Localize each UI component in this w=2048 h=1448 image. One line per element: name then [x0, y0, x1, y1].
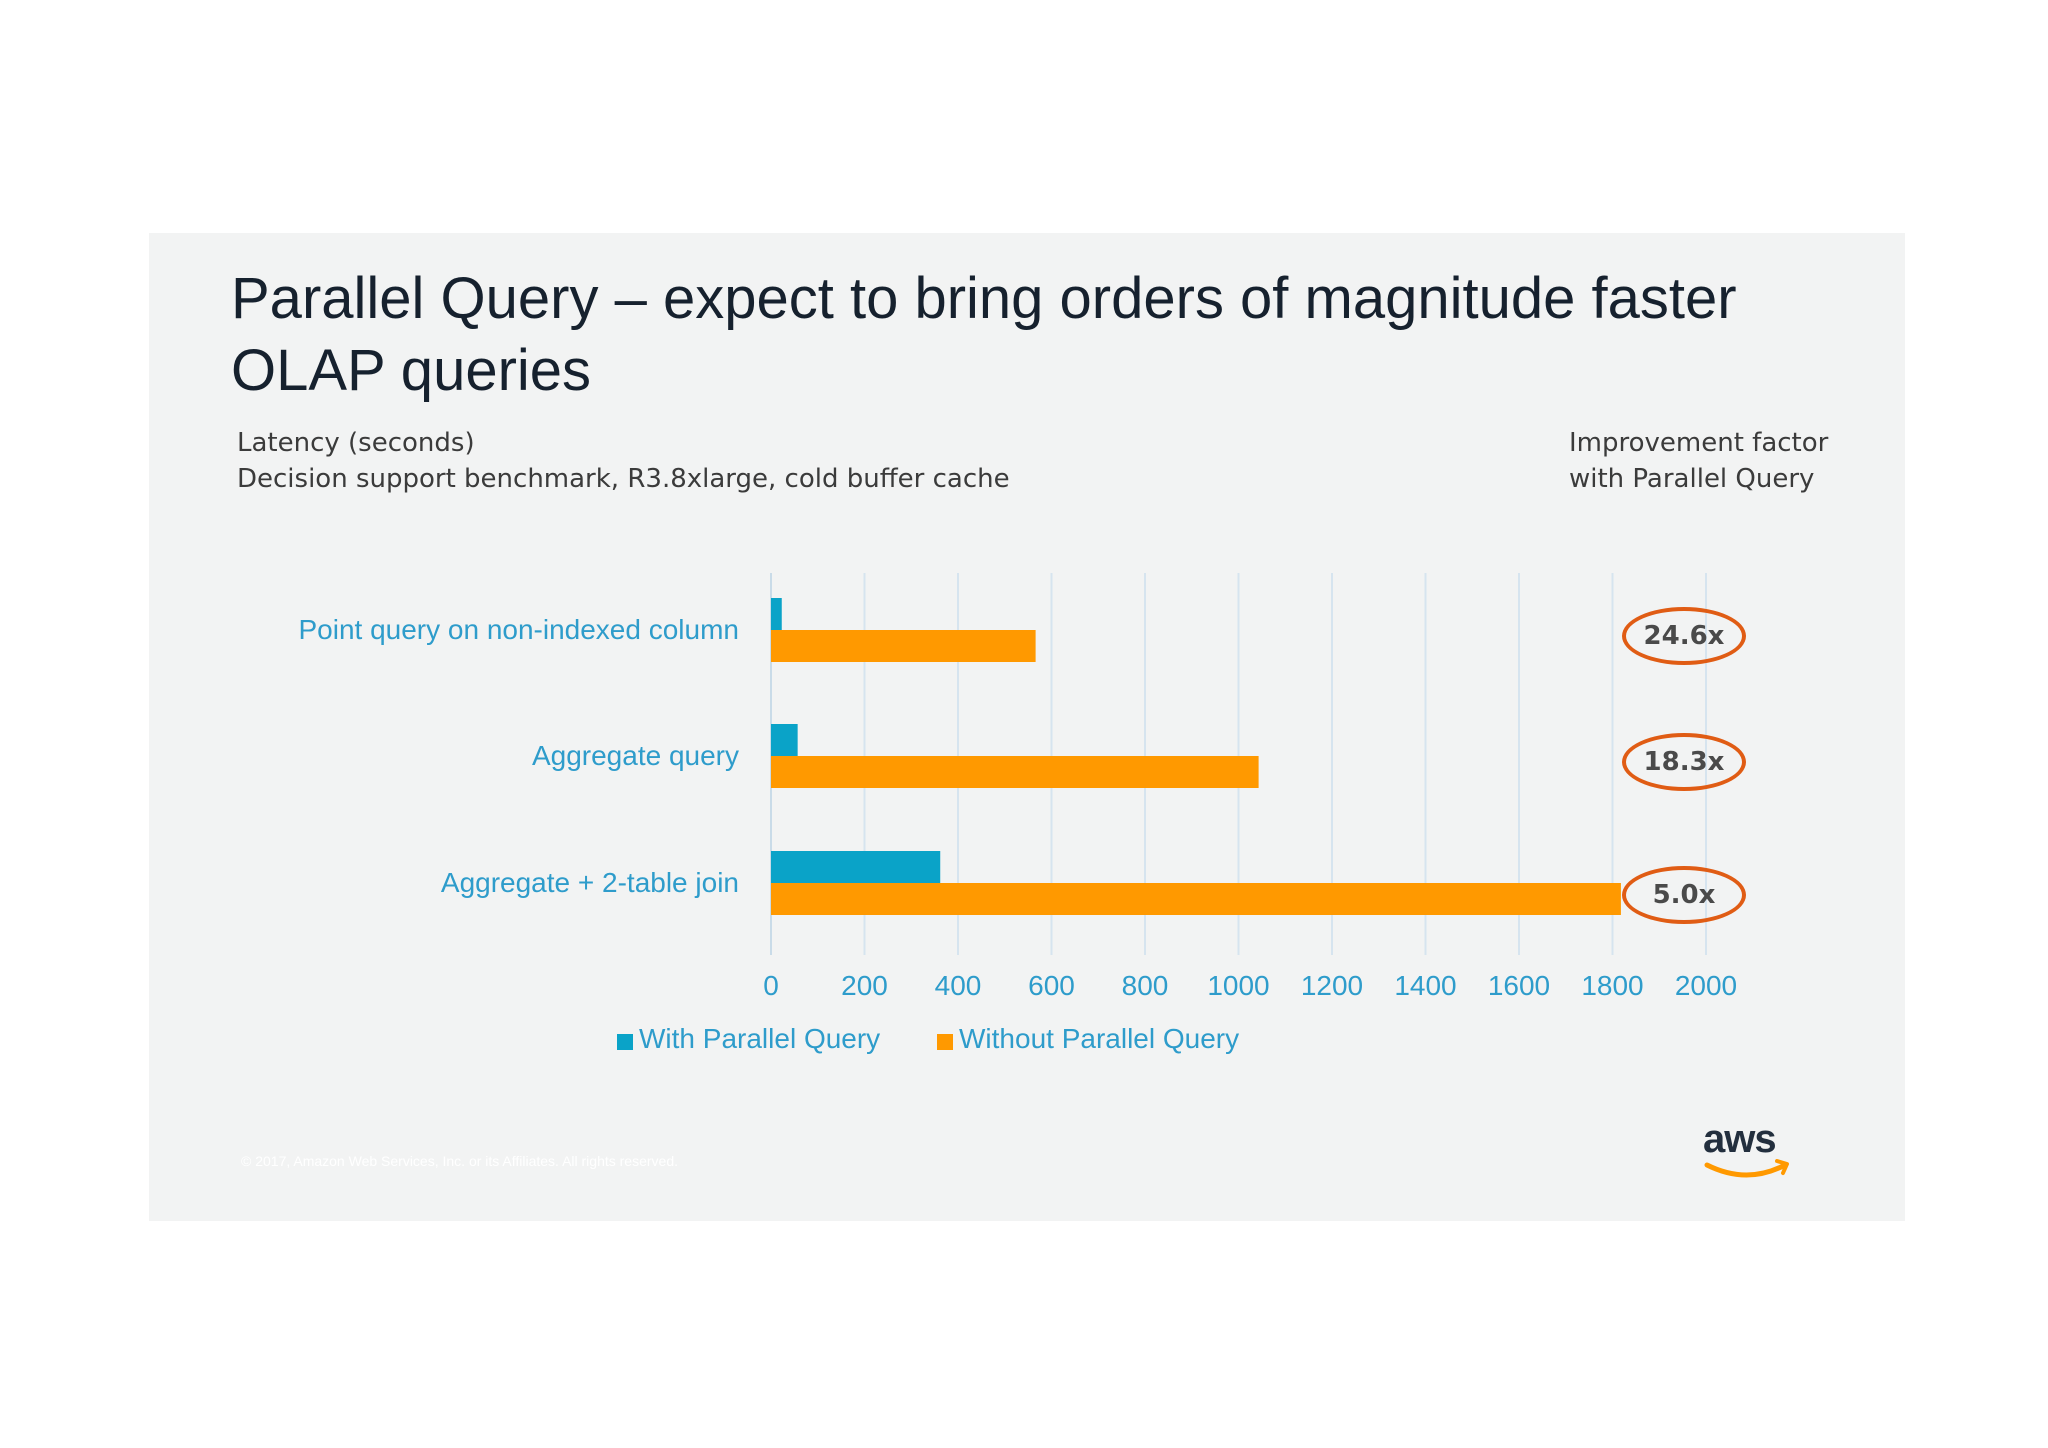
- x-tick-label: 200: [841, 970, 888, 1001]
- bar-with-parallel-query: [771, 724, 798, 756]
- category-label: Aggregate query: [532, 740, 739, 771]
- improvement-factor-badge: 5.0x: [1622, 866, 1746, 924]
- improvement-header-line-1: Improvement factor: [1569, 428, 1829, 458]
- improvement-header: Improvement factor with Parallel Query: [1569, 425, 1828, 497]
- x-tick-label: 400: [935, 970, 982, 1001]
- bar-without-parallel-query: [771, 630, 1036, 662]
- x-tick-label: 2000: [1675, 970, 1737, 1001]
- improvement-header-line-2: with Parallel Query: [1569, 464, 1815, 494]
- subtitle-line-2: Decision support benchmark, R3.8xlarge, …: [237, 464, 1010, 494]
- bar-without-parallel-query: [771, 883, 1621, 915]
- category-label: Aggregate + 2-table join: [441, 867, 739, 898]
- legend-swatch-without-parallel: [937, 1034, 953, 1050]
- aws-smile-icon: [1704, 1159, 1789, 1178]
- x-tick-label: 1400: [1394, 970, 1456, 1001]
- latency-bar-chart: 0 200 400 600 800 1000 1200 1400 1600 1800 2000 Poi…: [298, 573, 1737, 1054]
- improvement-factor-badge: 18.3x: [1622, 733, 1746, 791]
- chart-subtitle: Latency (seconds) Decision support bench…: [237, 425, 1010, 497]
- slide: Parallel Query – expect to bring orders …: [149, 233, 1905, 1221]
- x-tick-label: 0: [763, 970, 779, 1001]
- category-label: Point query on non-indexed column: [298, 614, 739, 645]
- x-tick-label: 1200: [1301, 970, 1363, 1001]
- slide-title: Parallel Query – expect to bring orders …: [231, 266, 1737, 403]
- subtitle-line-1: Latency (seconds): [237, 428, 475, 458]
- bar-with-parallel-query: [771, 598, 782, 630]
- x-tick-label: 1600: [1488, 970, 1550, 1001]
- copyright-notice: © 2017, Amazon Web Services, Inc. or its…: [241, 1153, 678, 1169]
- improvement-factor-badge: 24.6x: [1622, 607, 1746, 665]
- bar-with-parallel-query: [771, 851, 941, 883]
- x-tick-label: 800: [1122, 970, 1169, 1001]
- legend-label-with-parallel: With Parallel Query: [639, 1023, 880, 1054]
- x-tick-label: 1000: [1207, 970, 1269, 1001]
- legend-label-without-parallel: Without Parallel Query: [959, 1023, 1239, 1054]
- aws-logo-text: aws: [1703, 1117, 1777, 1161]
- legend-swatch-with-parallel: [617, 1034, 633, 1050]
- x-tick-label: 600: [1028, 970, 1075, 1001]
- x-tick-label: 1800: [1581, 970, 1643, 1001]
- bar-without-parallel-query: [771, 756, 1259, 788]
- aws-logo: aws: [1703, 1117, 1795, 1183]
